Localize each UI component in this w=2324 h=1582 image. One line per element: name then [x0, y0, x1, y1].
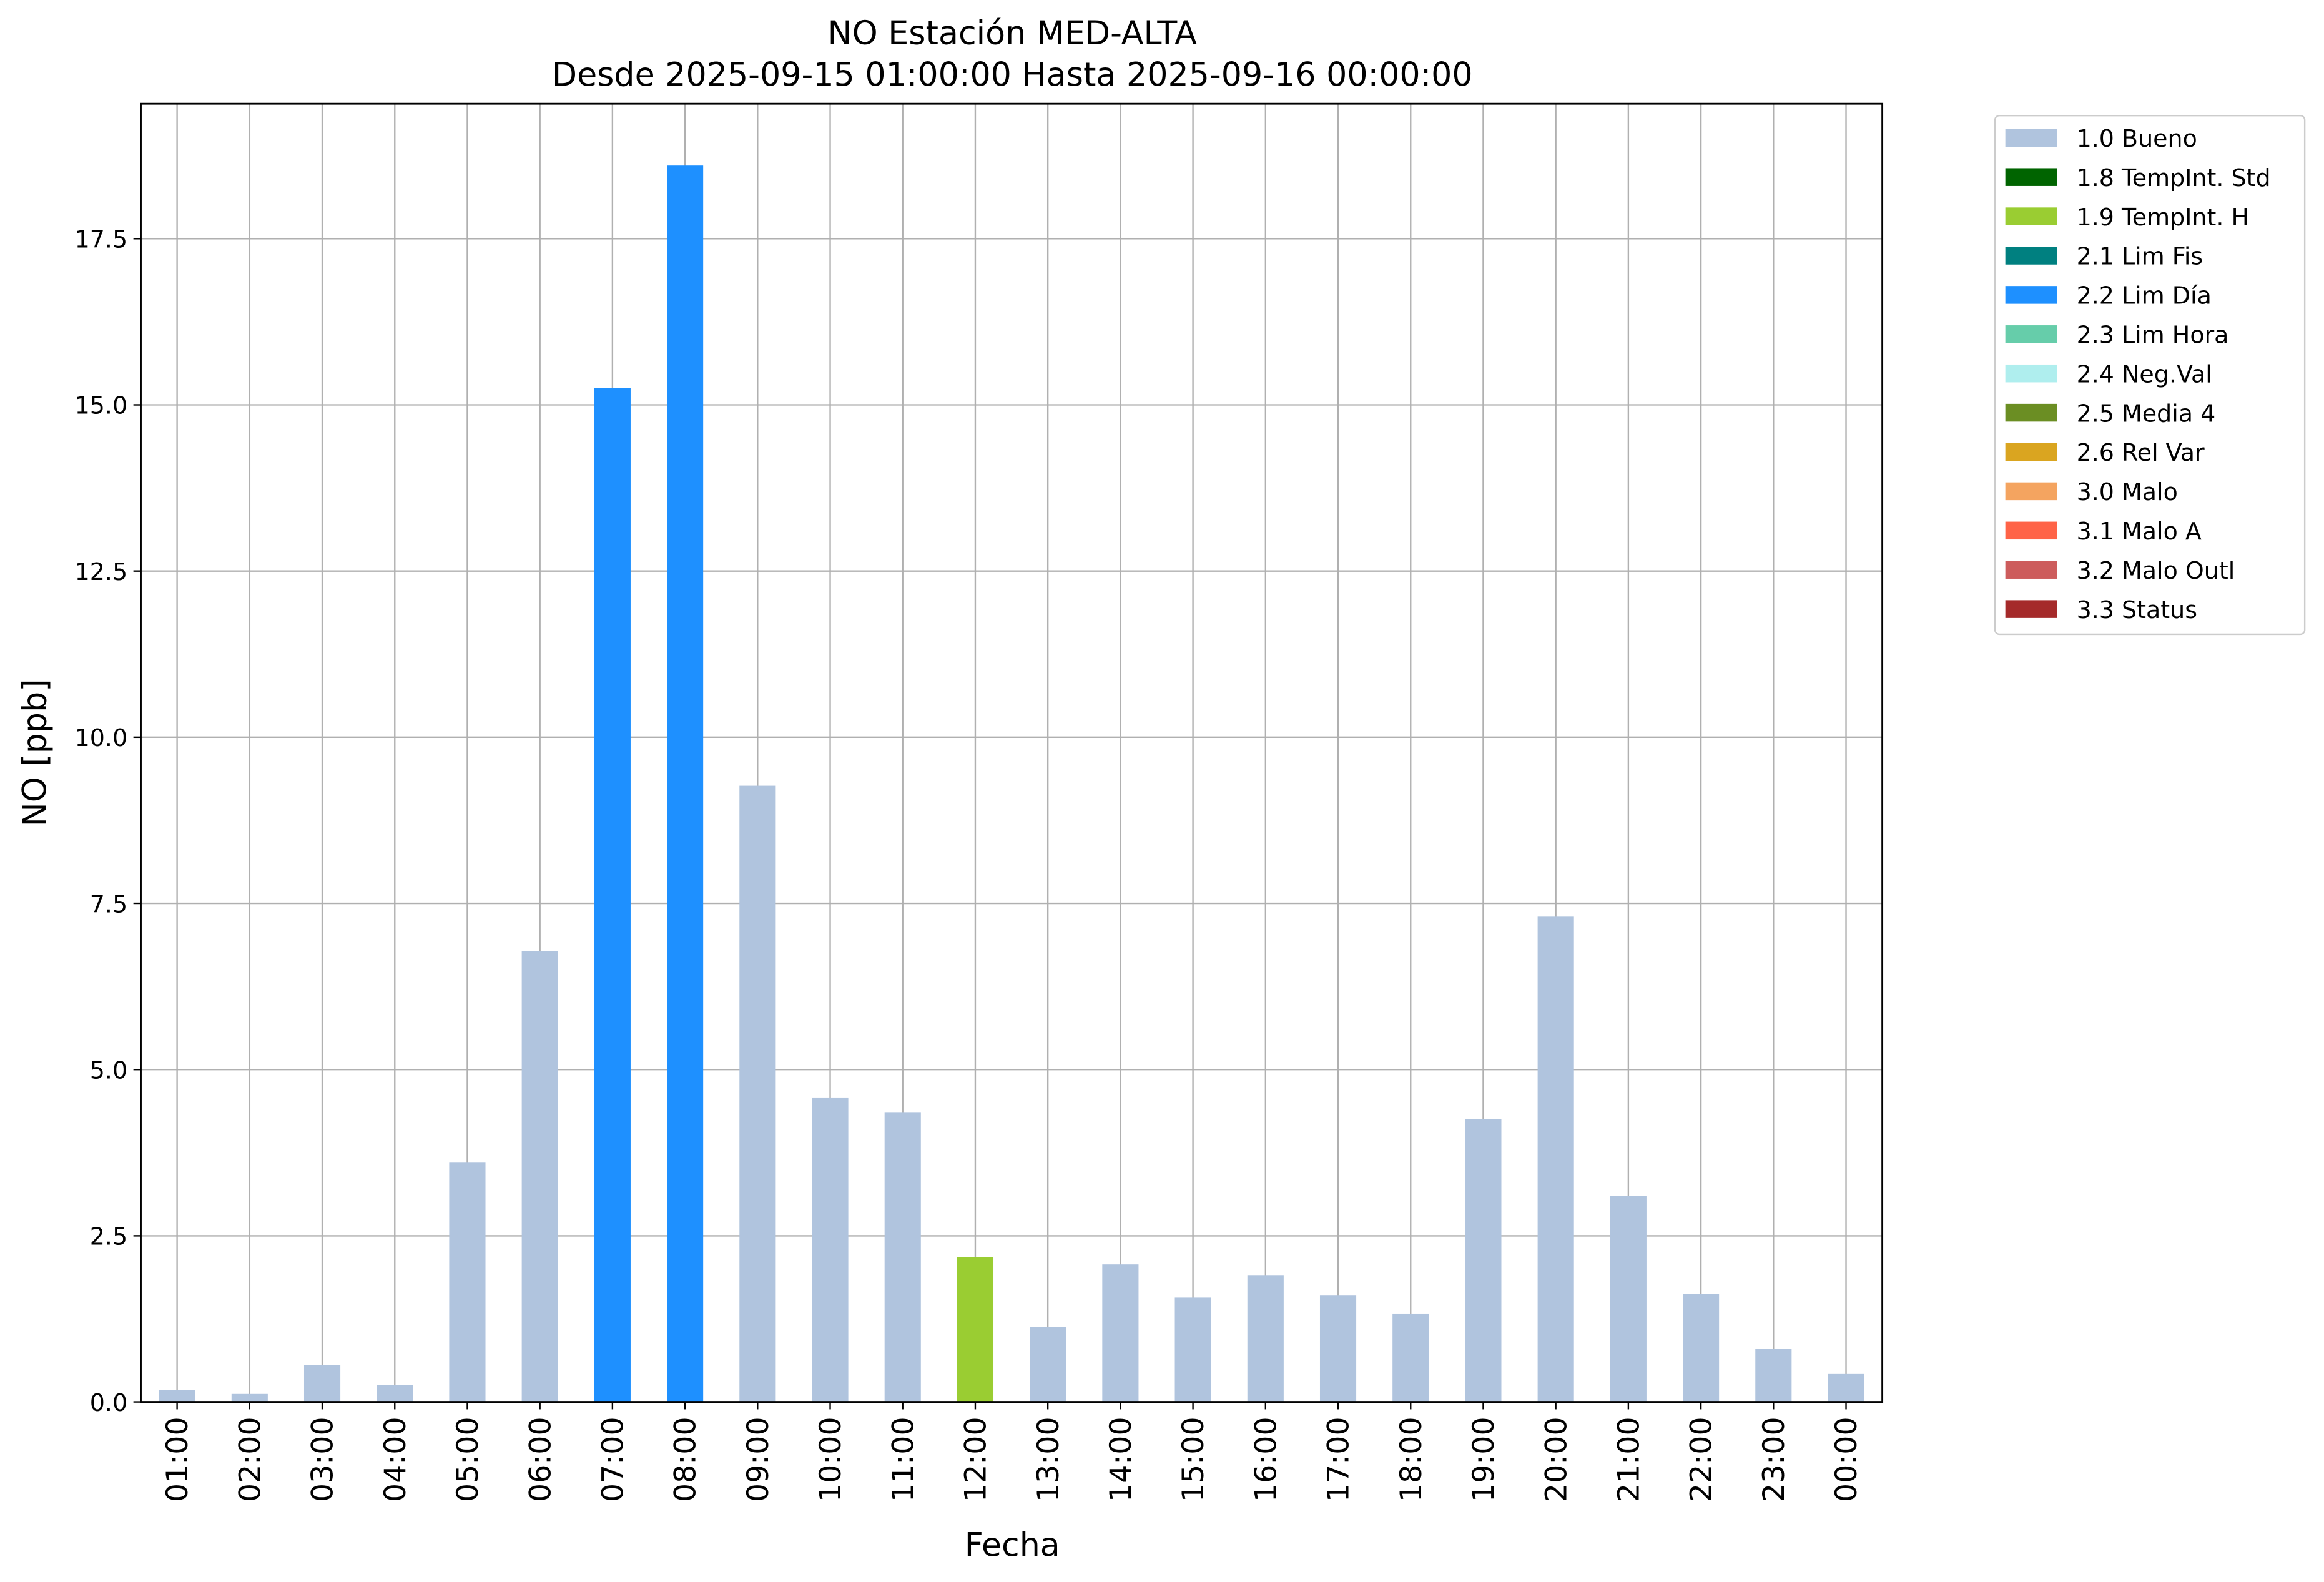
legend-swatch: [2005, 129, 2057, 147]
bar: [1247, 1275, 1284, 1402]
x-tick-label: 12:00: [959, 1417, 993, 1502]
chart-title: NO Estación MED-ALTA: [828, 15, 1198, 52]
bar: [159, 1390, 195, 1402]
chart-subtitle: Desde 2025-09-15 01:00:00 Hasta 2025-09-…: [552, 57, 1473, 94]
x-tick-label: 13:00: [1032, 1417, 1066, 1502]
legend-swatch: [2005, 325, 2057, 343]
legend-swatch: [2005, 286, 2057, 304]
legend-swatch: [2005, 168, 2057, 186]
legend-swatch: [2005, 561, 2057, 579]
x-tick-label: 01:00: [160, 1417, 195, 1502]
x-axis-label: Fecha: [965, 1526, 1060, 1564]
bar: [1174, 1297, 1211, 1402]
bar: [303, 1365, 341, 1402]
y-tick-label: 15.0: [75, 392, 128, 420]
x-tick-label: 02:00: [233, 1417, 267, 1502]
y-tick-label: 12.5: [75, 558, 128, 586]
legend-label: 2.3 Lim Hora: [2077, 322, 2229, 349]
x-tick-label: 16:00: [1249, 1417, 1283, 1502]
bar: [231, 1393, 268, 1402]
bar: [1755, 1349, 1792, 1402]
bar: [377, 1385, 413, 1402]
y-tick-label: 0.0: [90, 1389, 127, 1417]
x-tick-label: 09:00: [741, 1417, 775, 1502]
bar: [1537, 916, 1574, 1402]
legend-swatch: [2005, 443, 2057, 461]
legend-label: 2.5 Media 4: [2077, 400, 2216, 427]
legend-label: 2.2 Lim Día: [2077, 282, 2212, 310]
bar: [1030, 1327, 1066, 1402]
legend-swatch: [2005, 482, 2057, 501]
bar: [449, 1162, 486, 1402]
bar: [812, 1097, 849, 1402]
legend-swatch: [2005, 364, 2057, 383]
x-tick-label: 00:00: [1829, 1417, 1864, 1502]
bar: [667, 165, 704, 1402]
legend-label: 1.0 Bueno: [2077, 125, 2197, 152]
legend-label: 2.4 Neg.Val: [2077, 360, 2212, 388]
x-tick-label: 10:00: [814, 1417, 848, 1502]
bar: [884, 1112, 921, 1402]
x-tick-label: 08:00: [669, 1417, 703, 1502]
legend-box: [1994, 114, 2306, 636]
bar: [1610, 1196, 1647, 1402]
bar: [739, 785, 776, 1402]
legend-label: 2.6 Rel Var: [2077, 439, 2205, 466]
bar: [1683, 1294, 1720, 1402]
x-tick-label: 04:00: [378, 1417, 413, 1502]
legend-label: 1.8 TempInt. Std: [2077, 164, 2271, 192]
bar: [594, 388, 631, 1402]
legend-label: 1.9 TempInt. H: [2077, 204, 2249, 231]
y-tick-label: 7.5: [90, 890, 127, 918]
x-tick-label: 05:00: [451, 1417, 485, 1502]
x-tick-label: 21:00: [1612, 1417, 1646, 1502]
bars: [159, 165, 1864, 1402]
x-tick-label: 17:00: [1322, 1417, 1356, 1502]
ticks: 0.0 2.5 5.0 7.5 10.0 12.5 15.0 17.5 01:00 02:00 03…: [75, 226, 1864, 1503]
legend-label: 3.3 Status: [2077, 596, 2197, 624]
y-axis-label: NO [ppb]: [17, 679, 54, 827]
bar: [1392, 1313, 1429, 1402]
bar: [1102, 1264, 1139, 1402]
x-tick-label: 15:00: [1176, 1417, 1211, 1502]
x-tick-label: 11:00: [886, 1417, 920, 1502]
x-tick-label: 03:00: [306, 1417, 340, 1502]
legend-swatch: [2005, 521, 2057, 540]
bar: [1828, 1373, 1864, 1402]
plot-frame: [140, 102, 1884, 1403]
legend-swatch: [2005, 247, 2057, 265]
x-tick-label: 07:00: [596, 1417, 631, 1502]
legend-swatch: [2005, 600, 2057, 618]
legend-label: 2.1 Lim Fis: [2077, 243, 2203, 270]
y-tick-label: 2.5: [90, 1223, 127, 1250]
x-tick-label: 23:00: [1757, 1417, 1791, 1502]
x-tick-label: 14:00: [1104, 1417, 1138, 1502]
legend-label: 3.0 Malo: [2077, 478, 2178, 506]
x-tick-label: 19:00: [1467, 1417, 1501, 1502]
bar: [521, 951, 558, 1402]
legend-label: 3.1 Malo A: [2077, 518, 2202, 545]
y-tick-label: 5.0: [90, 1056, 127, 1084]
bar: [1465, 1119, 1502, 1402]
bar: [957, 1257, 994, 1402]
x-tick-label: 18:00: [1394, 1417, 1429, 1502]
x-tick-label: 22:00: [1685, 1417, 1719, 1502]
legend: 1.0 Bueno 1.8 TempInt. Std 1.9 TempInt. H 2…: [2005, 125, 2271, 624]
legend-swatch: [2005, 207, 2057, 225]
legend-label: 3.2 Malo Outl: [2077, 557, 2235, 584]
bar: [1319, 1295, 1357, 1402]
y-tick-label: 10.0: [75, 724, 128, 752]
legend-swatch: [2005, 403, 2057, 422]
y-tick-label: 17.5: [75, 226, 128, 253]
x-tick-label: 06:00: [523, 1417, 558, 1502]
x-tick-label: 20:00: [1539, 1417, 1573, 1502]
